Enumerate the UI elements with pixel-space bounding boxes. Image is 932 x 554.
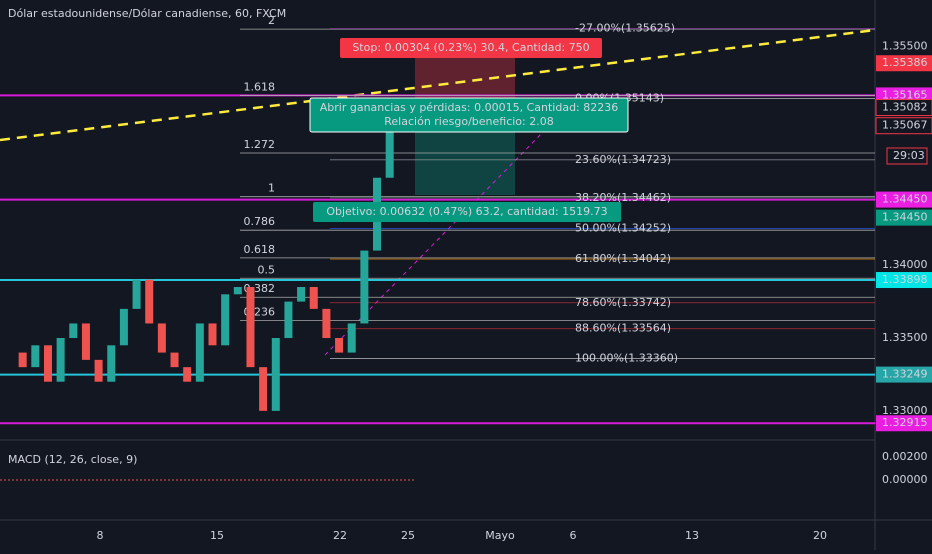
title: Dólar estadounidense/Dólar canadiense, 6… — [8, 7, 286, 20]
price-tag — [876, 191, 932, 208]
fib-label: 100.00%(1.33360) — [575, 351, 678, 364]
candle — [208, 323, 217, 346]
macd-tick: 0.00200 — [882, 450, 928, 463]
candle — [246, 287, 255, 368]
candle — [259, 367, 268, 411]
price-tag — [876, 366, 932, 383]
price-tag-label: 1.34450 — [882, 211, 928, 224]
candle — [385, 119, 394, 178]
fib-label: 1.618 — [244, 80, 276, 93]
candle — [309, 287, 318, 309]
price-tag-label: 1.35082 — [882, 101, 928, 114]
candle — [119, 308, 128, 346]
candle — [69, 323, 78, 339]
candle — [107, 345, 116, 382]
info-label: Relación riesgo/beneficio: 2.08 — [384, 115, 553, 128]
price-tag-label: 1.33898 — [882, 273, 928, 286]
fib-label: 23.60%(1.34723) — [575, 153, 671, 166]
candle — [221, 294, 230, 346]
candle — [347, 323, 356, 353]
candle — [157, 323, 166, 353]
candle — [322, 308, 331, 339]
candle — [43, 345, 52, 382]
fib-label: 2 — [268, 14, 275, 27]
candle — [81, 323, 90, 360]
target-label: Objetivo: 0.00632 (0.47%) 63.2, cantidad… — [326, 205, 607, 218]
macd-label: MACD (12, 26, close, 9) — [8, 453, 137, 466]
trend-line — [0, 28, 876, 142]
price-tag — [876, 272, 932, 289]
date-tick: 6 — [570, 529, 577, 542]
countdown-box — [886, 147, 928, 165]
date-tick: 25 — [401, 529, 415, 542]
countdown: 29:03 — [893, 149, 925, 162]
candle — [360, 250, 369, 324]
candle — [31, 345, 40, 368]
price-tag-label: 1.32915 — [882, 416, 928, 429]
date-tick: 22 — [333, 529, 347, 542]
date-tick: 8 — [97, 529, 104, 542]
fib-label: 0.5 — [258, 263, 276, 276]
candle — [145, 279, 154, 324]
candle — [183, 367, 192, 382]
candle — [335, 338, 344, 353]
price-tag — [876, 55, 932, 72]
fib-label: 61.80%(1.34042) — [575, 252, 671, 265]
candle — [195, 323, 204, 382]
price-tick: 1.35500 — [882, 40, 928, 53]
fib-label: 88.60%(1.33564) — [575, 322, 671, 335]
date-tick: 20 — [813, 529, 827, 542]
macd-tick: 0.00000 — [882, 473, 928, 486]
price-tag — [876, 415, 932, 432]
candle — [271, 338, 280, 411]
price-tag-label: 1.33249 — [882, 368, 928, 381]
price-tag-label: 1.35165 — [882, 88, 928, 101]
price-tag-label: 1.35386 — [882, 56, 928, 69]
candle — [132, 279, 141, 309]
stop-label: Stop: 0.00304 (0.23%) 30.4, Cantidad: 75… — [352, 41, 589, 54]
info-label: Abrir ganancias y pérdidas: 0.00015, Can… — [320, 101, 619, 114]
candle — [18, 352, 27, 368]
price-tag — [875, 99, 932, 117]
candle — [233, 287, 242, 295]
fib-label: 38.20%(1.34462) — [575, 191, 671, 204]
fib-label: 50.00%(1.34252) — [575, 221, 671, 234]
candle — [170, 352, 179, 368]
price-tick: 1.33000 — [882, 404, 928, 417]
date-tick: Mayo — [485, 529, 515, 542]
fib-label: 1 — [268, 182, 275, 195]
stop-box — [340, 38, 602, 58]
price-tick: 1.33500 — [882, 331, 928, 344]
price-tag-label: 1.34450 — [882, 193, 928, 206]
fib-label: 0.786 — [244, 215, 276, 228]
candle — [94, 359, 103, 382]
info-box — [309, 97, 629, 133]
price-tick: 1.34000 — [882, 258, 928, 271]
candle — [284, 301, 293, 339]
date-tick: 15 — [210, 529, 224, 542]
target-box — [313, 202, 621, 222]
fib-label: -27.00%(1.35625) — [575, 21, 675, 34]
fib-label: 0.618 — [244, 243, 276, 256]
fib-label: 78.60%(1.33742) — [575, 296, 671, 309]
price-tag-label: 1.35067 — [882, 119, 928, 132]
fib-label: 1.272 — [244, 138, 276, 151]
date-tick: 13 — [685, 529, 699, 542]
candle — [56, 338, 65, 382]
price-tag — [876, 209, 932, 226]
price-tag — [875, 117, 932, 135]
candle — [297, 287, 306, 302]
